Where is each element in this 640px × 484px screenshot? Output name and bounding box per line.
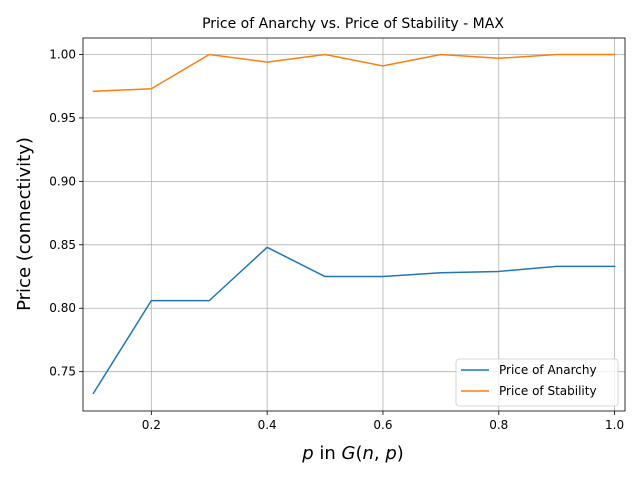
legend-label-anarchy: Price of Anarchy [499, 363, 597, 377]
x-tick-label: 1.0 [605, 418, 624, 432]
grid [83, 38, 625, 411]
x-tick-label: 0.8 [489, 418, 508, 432]
series-lines [92, 53, 616, 395]
x-axis-label: p in G(n, p) [301, 443, 404, 464]
y-tick-label: 0.85 [49, 238, 76, 252]
legend: Price of Anarchy Price of Stability [455, 358, 619, 407]
plot-frame [82, 37, 626, 412]
x-tick-label: 0.4 [258, 418, 277, 432]
series-line-price-of-stability [92, 53, 616, 93]
y-tick-label: 1.00 [49, 47, 76, 61]
legend-label-stability: Price of Stability [499, 384, 597, 398]
x-tick-label: 0.6 [373, 418, 392, 432]
y-axis-label: Price (connectivity) [14, 137, 35, 311]
y-tick-label: 0.95 [49, 111, 76, 125]
y-tick-label: 0.80 [49, 301, 76, 315]
legend-box [455, 358, 619, 407]
y-ticks: 0.75 0.80 0.85 0.90 0.95 1.00 [49, 47, 83, 379]
y-tick-label: 0.75 [49, 365, 76, 379]
chart-title: Price of Anarchy vs. Price of Stability … [202, 16, 504, 32]
x-tick-label: 0.2 [142, 418, 161, 432]
x-ticks: 0.2 0.4 0.6 0.8 1.0 [142, 411, 624, 432]
y-tick-label: 0.90 [49, 174, 76, 188]
series-line-price-of-anarchy [92, 246, 616, 395]
